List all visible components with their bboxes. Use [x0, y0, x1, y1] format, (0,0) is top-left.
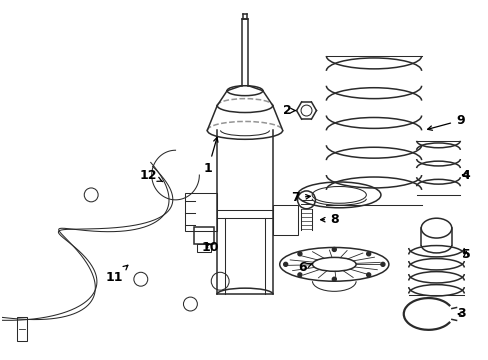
Circle shape [332, 277, 336, 281]
Bar [185, 193, 217, 231]
Text: 1: 1 [203, 138, 218, 175]
Text: 11: 11 [105, 265, 127, 284]
Bar [197, 244, 211, 252]
Text: 8: 8 [320, 213, 338, 226]
Text: 6: 6 [298, 261, 312, 274]
Bar [17, 317, 27, 341]
Bar [194, 227, 214, 244]
Circle shape [380, 262, 384, 266]
Text: 2: 2 [283, 104, 295, 117]
Circle shape [332, 247, 336, 251]
Text: 12: 12 [140, 168, 163, 182]
Circle shape [366, 252, 370, 256]
Circle shape [366, 273, 370, 277]
Text: 4: 4 [461, 168, 469, 181]
Text: 3: 3 [456, 307, 465, 320]
Text: 10: 10 [201, 241, 219, 254]
Text: 5: 5 [461, 248, 469, 261]
Circle shape [297, 273, 301, 277]
Circle shape [297, 252, 301, 256]
Circle shape [283, 262, 287, 266]
Text: 9: 9 [427, 114, 464, 130]
Text: 7: 7 [291, 192, 310, 204]
Bar [272, 205, 297, 235]
